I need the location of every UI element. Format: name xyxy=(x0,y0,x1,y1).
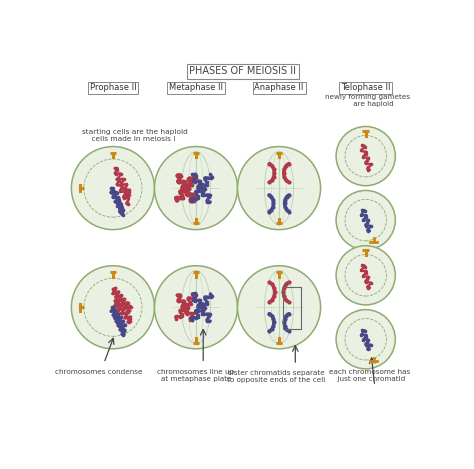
Text: Prophase II: Prophase II xyxy=(90,83,136,92)
Circle shape xyxy=(72,147,155,230)
Circle shape xyxy=(237,266,320,349)
Text: each chromosome has
  just one chromatid: each chromosome has just one chromatid xyxy=(328,369,410,382)
Text: Metaphase II: Metaphase II xyxy=(169,83,223,92)
Text: chromosomes line up
at metaphase plate: chromosomes line up at metaphase plate xyxy=(157,369,235,382)
Circle shape xyxy=(336,190,395,250)
Text: Anaphase II: Anaphase II xyxy=(255,83,304,92)
Circle shape xyxy=(336,310,395,369)
Text: PHASES OF MEIOSIS II: PHASES OF MEIOSIS II xyxy=(190,67,296,76)
Text: sister chromatids separate
to opposite ends of the cell: sister chromatids separate to opposite e… xyxy=(227,371,325,384)
Circle shape xyxy=(155,266,237,349)
Circle shape xyxy=(72,266,155,349)
Text: Telophase II: Telophase II xyxy=(341,83,391,92)
Text: starting cells are the haploid
    cells made in meiosis I: starting cells are the haploid cells mad… xyxy=(82,129,188,142)
Circle shape xyxy=(237,147,320,230)
Text: newly forming gametes
     are haploid: newly forming gametes are haploid xyxy=(325,94,410,107)
Circle shape xyxy=(336,246,395,305)
Circle shape xyxy=(155,147,237,230)
Circle shape xyxy=(336,127,395,186)
Text: chromosomes condense: chromosomes condense xyxy=(55,369,142,375)
